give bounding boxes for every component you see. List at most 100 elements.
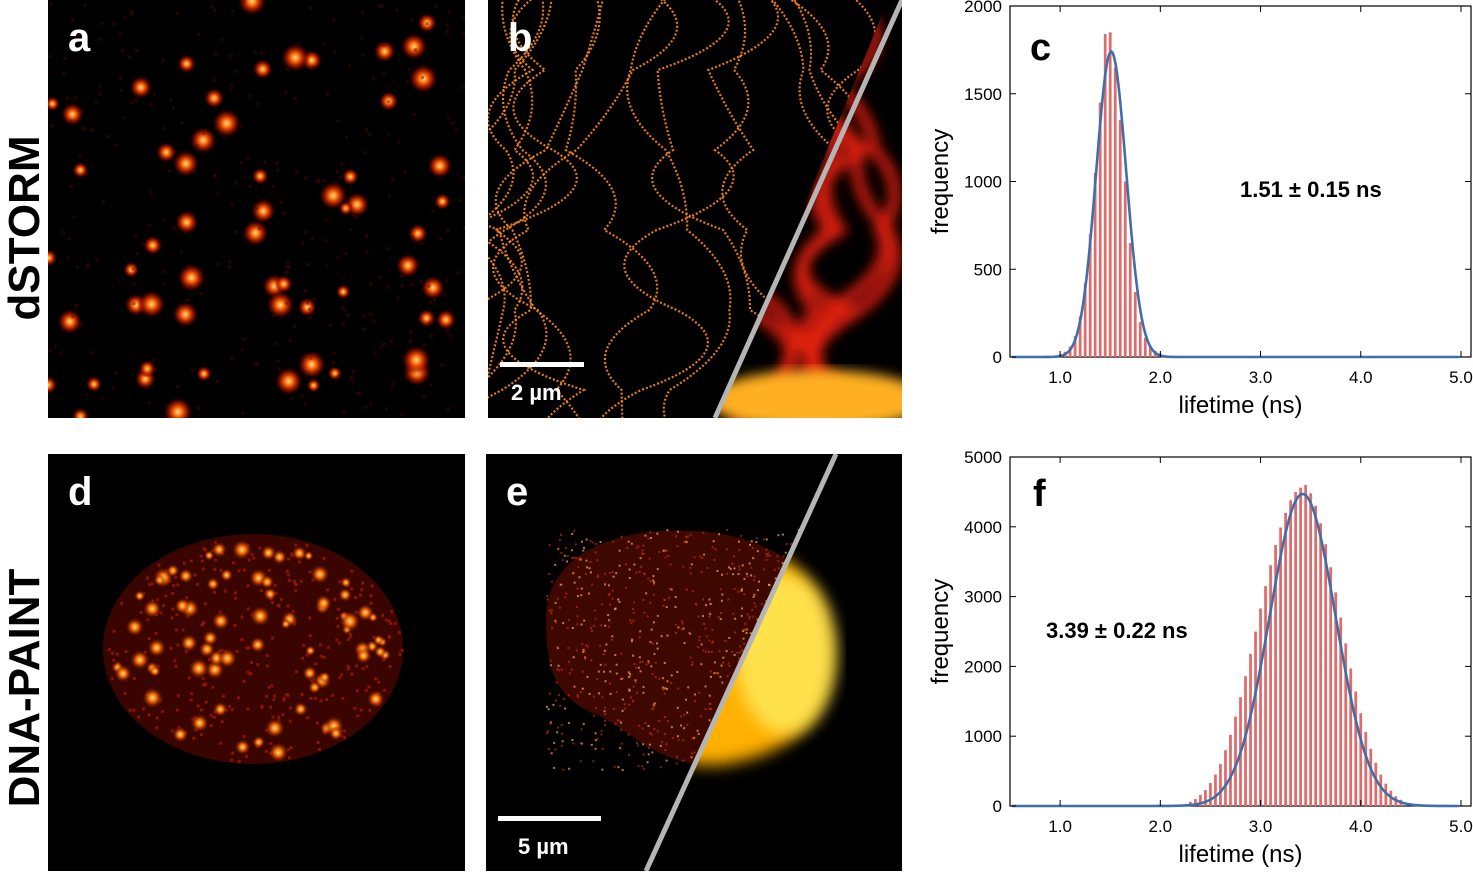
noise-pixel — [286, 573, 290, 577]
noise-pixel — [247, 558, 251, 562]
speckle — [642, 768, 645, 771]
noise-pixel — [229, 54, 233, 58]
panel-a-label: a — [68, 16, 91, 60]
speckle — [551, 580, 554, 583]
speckle — [685, 698, 688, 701]
speckle — [602, 670, 605, 673]
speckle — [642, 691, 645, 694]
speckle — [653, 581, 656, 584]
speckle — [582, 722, 585, 725]
speckle — [558, 538, 561, 541]
noise-pixel — [338, 676, 342, 680]
filament — [564, 0, 659, 418]
noise-pixel — [323, 239, 327, 243]
noise-pixel — [146, 618, 150, 622]
speckle — [641, 765, 644, 768]
speckle — [634, 680, 637, 683]
speckle — [697, 646, 700, 649]
noise-pixel — [338, 641, 342, 645]
speckle — [630, 640, 633, 643]
speckle — [613, 765, 616, 768]
speckle — [580, 594, 583, 597]
histogram-bar — [1359, 713, 1363, 806]
noise-pixel — [463, 226, 465, 230]
speckle — [642, 552, 645, 555]
noise-pixel — [112, 629, 116, 633]
histogram-bar — [1093, 172, 1097, 357]
speckle — [572, 572, 575, 575]
noise-pixel — [333, 597, 337, 601]
histogram-bar — [1264, 586, 1267, 806]
speckle — [704, 627, 707, 630]
speckle — [752, 595, 755, 598]
noise-pixel — [216, 262, 220, 266]
speckle — [633, 601, 636, 604]
speckle — [632, 611, 635, 614]
speckle — [566, 560, 569, 563]
speckle — [718, 533, 721, 536]
speckle — [703, 553, 706, 556]
speckle — [709, 702, 712, 705]
y-tick-label: 4000 — [964, 518, 1002, 537]
noise-pixel — [59, 351, 63, 355]
speckle — [638, 570, 641, 573]
speckle — [571, 556, 574, 559]
speckle — [568, 767, 571, 770]
speckle — [755, 537, 758, 540]
speckle — [652, 703, 655, 706]
speckle — [600, 603, 603, 606]
speckle — [740, 614, 743, 617]
speckle — [600, 624, 603, 627]
speckle — [681, 620, 684, 623]
noise-pixel — [119, 77, 123, 81]
speckle — [721, 593, 724, 596]
histogram-bar — [1334, 592, 1338, 806]
histogram-bar — [1339, 617, 1343, 806]
speckle — [567, 694, 570, 697]
histogram-bar — [1374, 762, 1378, 806]
noise-pixel — [409, 330, 413, 334]
noise-pixel — [241, 411, 245, 415]
speckle — [663, 661, 666, 664]
noise-pixel — [398, 652, 402, 656]
speckle — [618, 719, 621, 722]
speckle — [719, 618, 722, 621]
speckle — [609, 603, 612, 606]
noise-pixel — [50, 123, 54, 127]
y-tick-label: 0 — [993, 797, 1002, 816]
noise-pixel — [248, 94, 252, 98]
noise-pixel — [343, 729, 347, 733]
speckle — [594, 617, 597, 620]
speckle — [608, 571, 611, 574]
speckle — [676, 545, 679, 548]
speckle — [682, 759, 685, 762]
noise-pixel — [400, 648, 404, 652]
noise-pixel — [161, 58, 165, 62]
speckle — [704, 685, 707, 688]
speckle — [708, 707, 711, 710]
noise-pixel — [302, 644, 306, 648]
speckle — [621, 698, 624, 701]
noise-pixel — [386, 100, 390, 104]
histogram-bar — [1224, 750, 1227, 806]
noise-pixel — [288, 339, 292, 343]
speckle — [711, 546, 714, 549]
speckle — [628, 576, 631, 579]
noise-pixel — [346, 313, 350, 317]
noise-pixel — [258, 546, 262, 550]
speckle — [652, 593, 655, 596]
focus-spot — [249, 605, 271, 627]
speckle — [578, 558, 581, 561]
speckle — [741, 564, 744, 567]
speckle — [609, 670, 612, 673]
speckle — [687, 631, 690, 634]
speckle — [647, 660, 650, 663]
noise-pixel — [320, 654, 324, 658]
speckle — [647, 746, 650, 749]
speckle — [549, 692, 552, 695]
speckle — [676, 735, 679, 738]
noise-pixel — [395, 8, 399, 12]
speckle — [702, 531, 705, 534]
noise-pixel — [304, 289, 308, 293]
focus-spot — [211, 541, 228, 558]
